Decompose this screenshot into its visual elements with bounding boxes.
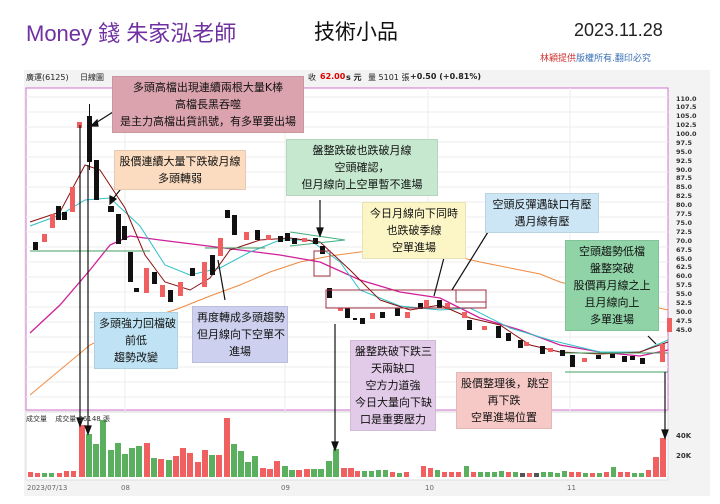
callout-line: 前低 — [125, 334, 147, 347]
svg-text:72.5: 72.5 — [676, 228, 693, 236]
svg-text:87.5: 87.5 — [676, 174, 693, 182]
change-value: +0.50 (+0.81%) — [410, 72, 481, 81]
svg-text:70.0: 70.0 — [676, 237, 693, 245]
x-tick-nov: 11 — [567, 484, 576, 492]
callout-line: 空方力道強 — [365, 379, 421, 392]
chart-info-bar: 廣運(6125) 日線圖 收 62.00 s 元 量 5101 張 +0.50 … — [24, 71, 674, 85]
callout-line: 股價連續大量下跌破月線 — [119, 155, 241, 168]
stock-name: 廣運(6125) — [26, 73, 69, 82]
x-tick-aug: 08 — [121, 484, 130, 492]
callout-line: 多頭轉弱 — [158, 172, 202, 185]
callout-line: 空頭確認， — [334, 161, 390, 174]
brand-title: Money 錢 朱家泓老師 — [26, 21, 237, 46]
vol-tick-20k: 20K — [676, 452, 692, 460]
svg-text:67.5: 67.5 — [676, 246, 693, 254]
svg-text:85.0: 85.0 — [676, 183, 693, 191]
callout-line: 盤整跌破下跌三 — [355, 345, 432, 358]
x-tick-oct: 10 — [425, 484, 434, 492]
callout-line: 也跌破季線 — [386, 224, 442, 237]
callout-line: 再度轉成多頭趨勢 — [197, 311, 285, 324]
svg-text:100.0: 100.0 — [676, 130, 697, 138]
callout-line: 且月線向上 — [584, 296, 640, 309]
svg-text:90.0: 90.0 — [676, 166, 693, 174]
callout-bear-confirmed: 盤整跌破也跌破月線 空頭確認， 但月線向上空單暫不進場 — [286, 139, 438, 196]
svg-text:55.0: 55.0 — [676, 290, 693, 298]
svg-text:82.5: 82.5 — [676, 192, 693, 200]
callout-line: 進場 — [229, 345, 251, 358]
callout-line: 今日月線向下同時 — [370, 207, 458, 220]
callout-break-monthly: 股價連續大量下跌破月線 多頭轉弱 — [114, 150, 246, 190]
callout-line: 盤整突破 — [590, 262, 634, 275]
close-label: 收 — [308, 73, 316, 82]
svg-text:97.5: 97.5 — [676, 139, 693, 147]
callout-line: 口是重要壓力 — [360, 413, 426, 426]
svg-text:77.5: 77.5 — [676, 210, 693, 218]
callout-line: 是主力高檔出貨訊號，有多單要出場 — [120, 115, 296, 128]
svg-text:110.0: 110.0 — [676, 95, 697, 103]
callout-trend-change: 多頭強力回檔破 前低 趨勢改變 — [94, 312, 178, 369]
callout-line: 多頭高檔出現連續兩根大量K棒 — [132, 81, 284, 94]
callout-gap-resistance: 空頭反彈遇缺口有壓 遇月線有壓 — [485, 193, 599, 233]
vol-tick-40k: 40K — [676, 432, 692, 440]
callout-line: 多單進場 — [590, 313, 634, 326]
callout-gap-short-entry: 股價整理後，跳空 再下跌 空單進場位置 — [456, 372, 552, 429]
callout-bull-again: 再度轉成多頭趨勢 但月線向下空單不 進場 — [192, 306, 288, 363]
svg-text:50.0: 50.0 — [676, 308, 693, 316]
copyright-rights: 版權所有.翻印必究 — [576, 54, 651, 64]
callout-line: 但月線向上空單暫不進場 — [301, 178, 423, 191]
callout-line: 遇月線有壓 — [514, 215, 570, 228]
svg-text:60.0: 60.0 — [676, 272, 693, 280]
copyright-provider: 林穎提供 — [540, 54, 577, 64]
callout-line: 再下跌 — [487, 394, 521, 407]
callout-short-entry: 今日月線向下同時 也跌破季線 空單進場 — [362, 202, 466, 259]
svg-text:45.0: 45.0 — [676, 326, 693, 334]
subject-title: 技術小品 — [314, 20, 398, 44]
callout-line: 股價整理後，跳空 — [461, 377, 549, 390]
svg-text:75.0: 75.0 — [676, 219, 693, 227]
svg-text:65.0: 65.0 — [676, 255, 693, 263]
svg-text:105.0: 105.0 — [676, 112, 697, 120]
svg-text:95.0: 95.0 — [676, 148, 693, 156]
close-value: 62.00 — [320, 72, 346, 81]
callout-line: 盤整跌破也跌破月線 — [312, 144, 412, 157]
svg-text:62.5: 62.5 — [676, 263, 693, 271]
callout-line: 股價再月線之上 — [573, 279, 651, 292]
volume-panel-title: 成交量 — [26, 415, 47, 423]
callout-top-distribution: 多頭高檔出現連續兩根大量K棒 高檔長黑吞噬 是主力高檔出貨訊號，有多單要出場 — [112, 76, 304, 133]
volume-value: 量 5101 張 — [368, 73, 410, 82]
callout-line: 今日大量向下缺 — [355, 396, 432, 409]
x-tick-sep: 09 — [281, 484, 290, 492]
callout-line: 天兩缺口 — [371, 362, 415, 375]
volume-legend: 成交量 成交量 36148 張 — [26, 414, 110, 424]
svg-text:47.5: 47.5 — [676, 317, 693, 325]
callout-three-day-drop: 盤整跌破下跌三 天兩缺口 空方力道強 今日大量向下缺 口是重要壓力 — [350, 340, 436, 431]
close-unit: s 元 — [346, 73, 362, 82]
callout-line: 多頭強力回檔破 — [99, 317, 176, 330]
volume-value-label: 成交量 36148 張 — [55, 415, 110, 423]
callout-line: 高檔長黑吞噬 — [175, 98, 241, 111]
callout-line: 空單進場位置 — [471, 411, 537, 424]
svg-text:57.5: 57.5 — [676, 281, 693, 289]
date-label: 2023.11.28 — [574, 20, 663, 40]
callout-long-entry: 空頭趨勢低檔 盤整突破 股價再月線之上 且月線向上 多單進場 — [565, 240, 659, 331]
callout-line: 空單進場 — [392, 241, 436, 254]
svg-text:102.5: 102.5 — [676, 121, 697, 129]
svg-text:80.0: 80.0 — [676, 201, 693, 209]
svg-text:92.5: 92.5 — [676, 157, 693, 165]
callout-line: 但月線向下空單不 — [197, 328, 285, 341]
callout-line: 空頭反彈遇缺口有壓 — [492, 198, 592, 211]
x-tick-start: 2023/07/13 — [27, 484, 68, 492]
callout-line: 趨勢改變 — [114, 351, 158, 364]
callout-line: 空頭趨勢低檔 — [579, 245, 645, 258]
period-label: 日線圖 — [80, 73, 104, 82]
copyright-notice: 林穎提供版權所有.翻印必究 — [540, 51, 651, 64]
svg-text:52.5: 52.5 — [676, 299, 693, 307]
svg-text:107.5: 107.5 — [676, 103, 697, 111]
